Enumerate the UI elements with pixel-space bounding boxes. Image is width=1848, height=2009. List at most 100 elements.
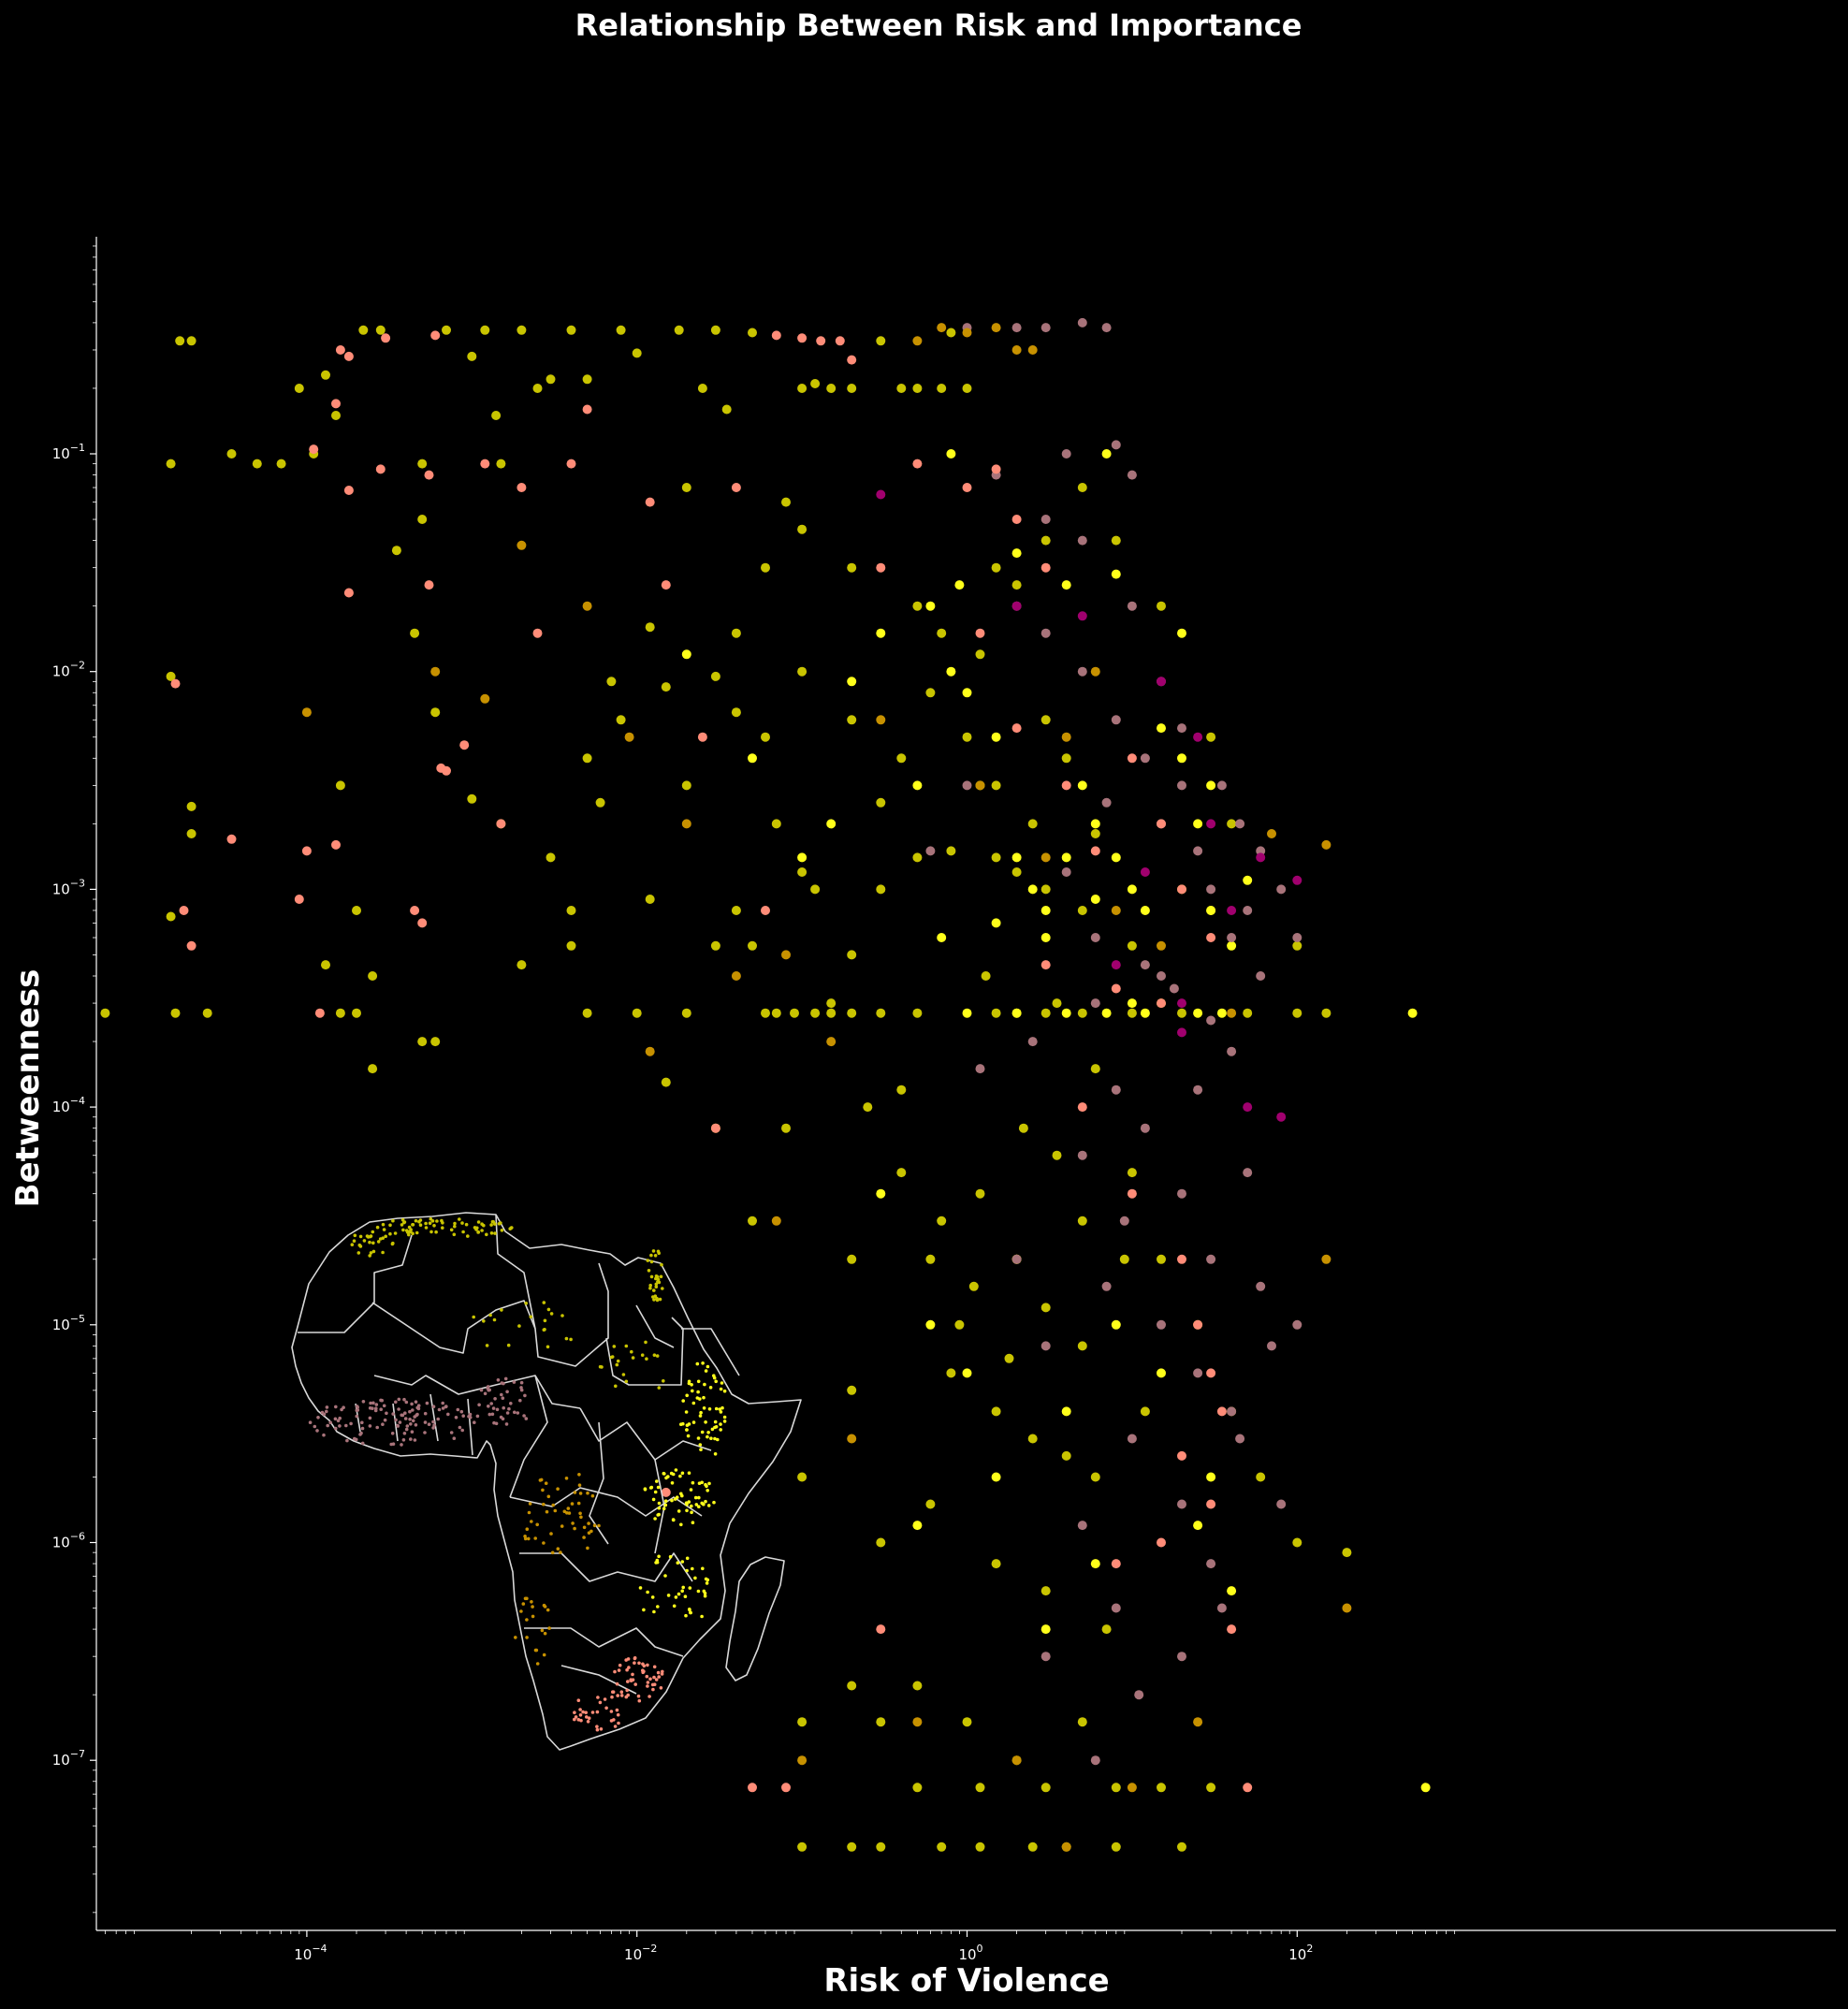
scatter-point xyxy=(847,562,857,573)
map-event-dot xyxy=(432,1423,436,1427)
scatter-point xyxy=(925,846,936,856)
scatter-point xyxy=(1157,819,1166,829)
scatter-point xyxy=(331,839,341,850)
scatter-point xyxy=(335,780,345,791)
map-event-dot xyxy=(713,1419,718,1424)
map-event-dot xyxy=(655,1296,659,1301)
scatter-point xyxy=(710,325,720,335)
scatter-point xyxy=(1256,1281,1266,1291)
scatter-point xyxy=(1267,1341,1276,1351)
scatter-point xyxy=(1040,1624,1051,1635)
scatter-point xyxy=(301,707,312,718)
map-event-dot xyxy=(650,1595,655,1599)
map-event-dot xyxy=(595,1727,600,1732)
map-event-dot xyxy=(459,1409,464,1414)
map-event-dot xyxy=(700,1430,705,1434)
map-event-dot xyxy=(381,1236,386,1240)
map-event-dot xyxy=(663,1574,667,1578)
scatter-point xyxy=(1119,1254,1129,1264)
scatter-point xyxy=(1077,906,1087,915)
map-country-border xyxy=(509,1487,703,1517)
scatter-point xyxy=(186,801,196,811)
scatter-point xyxy=(912,1521,923,1531)
scatter-point xyxy=(1292,1319,1302,1330)
scatter-point xyxy=(1011,1008,1022,1018)
map-event-dot xyxy=(722,1415,727,1419)
scatter-point xyxy=(1011,345,1022,355)
map-event-dot xyxy=(705,1581,709,1585)
map-event-dot xyxy=(405,1424,410,1428)
map-event-dot xyxy=(687,1471,691,1475)
scatter-point xyxy=(748,753,757,764)
map-event-dot xyxy=(642,1608,646,1612)
scatter-point xyxy=(912,384,923,393)
scatter-point xyxy=(761,1008,770,1018)
map-event-dot xyxy=(517,1324,521,1328)
scatter-point xyxy=(309,444,319,455)
scatter-point xyxy=(1077,1150,1087,1160)
map-event-dot xyxy=(479,1388,484,1392)
scatter-point xyxy=(731,483,741,492)
map-event-dot xyxy=(400,1217,405,1222)
map-event-dot xyxy=(499,1221,502,1225)
map-country-border xyxy=(509,1375,548,1498)
scatter-point xyxy=(301,846,312,856)
map-event-dot xyxy=(506,1343,511,1347)
map-event-dot xyxy=(402,1397,406,1402)
map-event-dot xyxy=(418,1223,423,1227)
map-event-dot xyxy=(505,1390,509,1394)
scatter-point xyxy=(1127,1168,1137,1178)
map-event-dot xyxy=(684,1410,689,1414)
scatter-point xyxy=(1157,1783,1166,1793)
map-event-dot xyxy=(700,1480,704,1485)
map-event-dot xyxy=(693,1576,697,1580)
scatter-point xyxy=(771,1008,781,1018)
map-event-dot xyxy=(651,1249,656,1253)
map-event-dot xyxy=(461,1414,466,1418)
scatter-point xyxy=(1140,1008,1150,1018)
map-event-dot xyxy=(698,1414,703,1418)
scatter-point xyxy=(1127,601,1137,611)
scatter-point xyxy=(1127,753,1137,764)
map-event-dot xyxy=(495,1407,500,1412)
map-country-border xyxy=(355,1393,473,1456)
scatter-point xyxy=(1177,753,1186,764)
scatter-point xyxy=(1011,852,1022,863)
scatter-point xyxy=(1111,569,1121,579)
map-event-dot xyxy=(659,1274,663,1279)
map-event-dot xyxy=(544,1481,548,1485)
map-event-dot xyxy=(690,1510,693,1515)
map-event-dot xyxy=(400,1443,403,1447)
map-event-dot xyxy=(706,1578,710,1582)
map-event-dot xyxy=(425,1401,429,1405)
scatter-point xyxy=(847,355,857,365)
scatter-point xyxy=(1193,1717,1203,1727)
scatter-point xyxy=(1061,449,1071,459)
scatter-point xyxy=(1292,1537,1302,1548)
map-event-dot xyxy=(680,1471,685,1476)
map-event-dot xyxy=(657,1280,662,1285)
map-event-dot xyxy=(371,1401,375,1405)
scatter-point xyxy=(166,671,176,681)
scatter-point xyxy=(442,325,451,335)
map-event-dot xyxy=(338,1424,342,1428)
map-event-dot xyxy=(480,1229,484,1232)
map-event-dot xyxy=(689,1488,693,1492)
map-event-dot xyxy=(549,1532,553,1536)
scatter-point xyxy=(797,1472,808,1482)
map-event-dot xyxy=(491,1219,495,1224)
map-event-dot xyxy=(651,1497,656,1502)
map-event-dot xyxy=(626,1680,630,1683)
map-event-dot xyxy=(631,1356,635,1360)
map-event-dot xyxy=(355,1414,359,1419)
map-event-dot xyxy=(699,1448,703,1451)
map-event-dot xyxy=(702,1406,706,1410)
map-event-dot xyxy=(397,1397,401,1402)
map-event-dot xyxy=(685,1568,689,1573)
map-event-dot xyxy=(449,1431,454,1434)
scatter-point xyxy=(991,918,1001,928)
map-event-dot xyxy=(671,1518,676,1521)
map-event-dot xyxy=(655,1479,659,1483)
map-country-border xyxy=(298,1234,413,1333)
map-event-dot xyxy=(652,1675,656,1680)
